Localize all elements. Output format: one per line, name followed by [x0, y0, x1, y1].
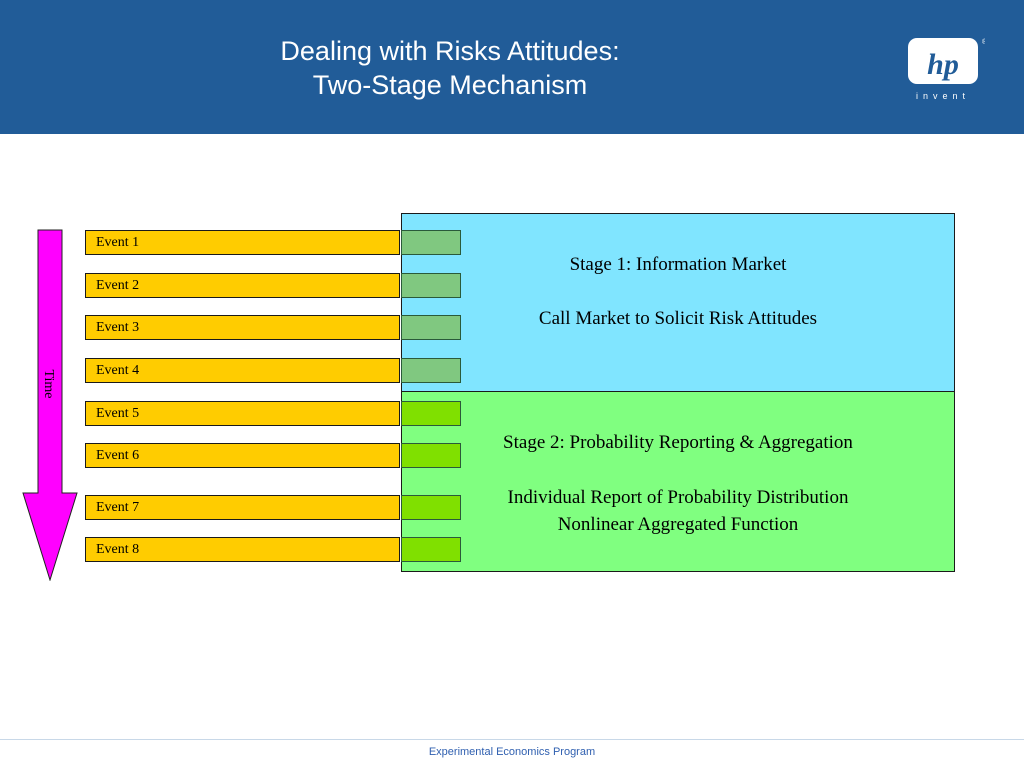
event-bar: Event 5 [85, 401, 400, 426]
time-label: Time [41, 369, 56, 399]
event-label: Event 5 [96, 406, 140, 421]
event-marker [401, 230, 461, 255]
event-label: Event 7 [96, 500, 140, 515]
event-marker [401, 401, 461, 426]
event-label: Event 2 [96, 278, 140, 293]
event-label: Event 1 [96, 235, 140, 250]
event-bar: Event 6 [85, 443, 400, 468]
event-label: Event 4 [96, 363, 140, 378]
stage1-box: Stage 1: Information Market Call Market … [401, 213, 955, 392]
event-bar: Event 7 [85, 495, 400, 520]
event-marker [401, 537, 461, 562]
event-bar: Event 8 [85, 537, 400, 562]
event-label: Event 3 [96, 320, 140, 335]
title-line-2: Two-Stage Mechanism [312, 70, 588, 100]
header-banner: Dealing with Risks Attitudes: Two-Stage … [0, 0, 1024, 134]
footer-divider [0, 739, 1024, 740]
title-line-1: Dealing with Risks Attitudes: [280, 36, 620, 66]
logo-text: hp [927, 48, 959, 81]
time-arrow-icon [22, 229, 78, 581]
event-bar: Event 2 [85, 273, 400, 298]
event-marker [401, 315, 461, 340]
event-label: Event 6 [96, 448, 140, 463]
event-bar: Event 1 [85, 230, 400, 255]
stage1-description: Call Market to Solicit Risk Attitudes [538, 308, 818, 329]
footer-text: Experimental Economics Program [428, 746, 596, 758]
event-bar: Event 4 [85, 358, 400, 383]
event-marker [401, 358, 461, 383]
stage2-description-1: Individual Report of Probability Distrib… [507, 487, 849, 508]
stage2-box: Stage 2: Probability Reporting & Aggrega… [401, 391, 955, 572]
event-marker [401, 273, 461, 298]
slide-title: Dealing with Risks Attitudes: Two-Stage … [200, 34, 700, 102]
stage2-title: Stage 2: Probability Reporting & Aggrega… [503, 432, 853, 453]
event-label: Event 8 [96, 542, 140, 557]
logo-tagline: invent [916, 91, 970, 101]
event-bar: Event 3 [85, 315, 400, 340]
logo-registered: ® [982, 38, 985, 46]
stage2-description-2: Nonlinear Aggregated Function [557, 514, 799, 535]
hp-logo: hp ® invent [908, 38, 985, 101]
event-marker [401, 495, 461, 520]
event-marker [401, 443, 461, 468]
stage1-title: Stage 1: Information Market [569, 254, 787, 275]
